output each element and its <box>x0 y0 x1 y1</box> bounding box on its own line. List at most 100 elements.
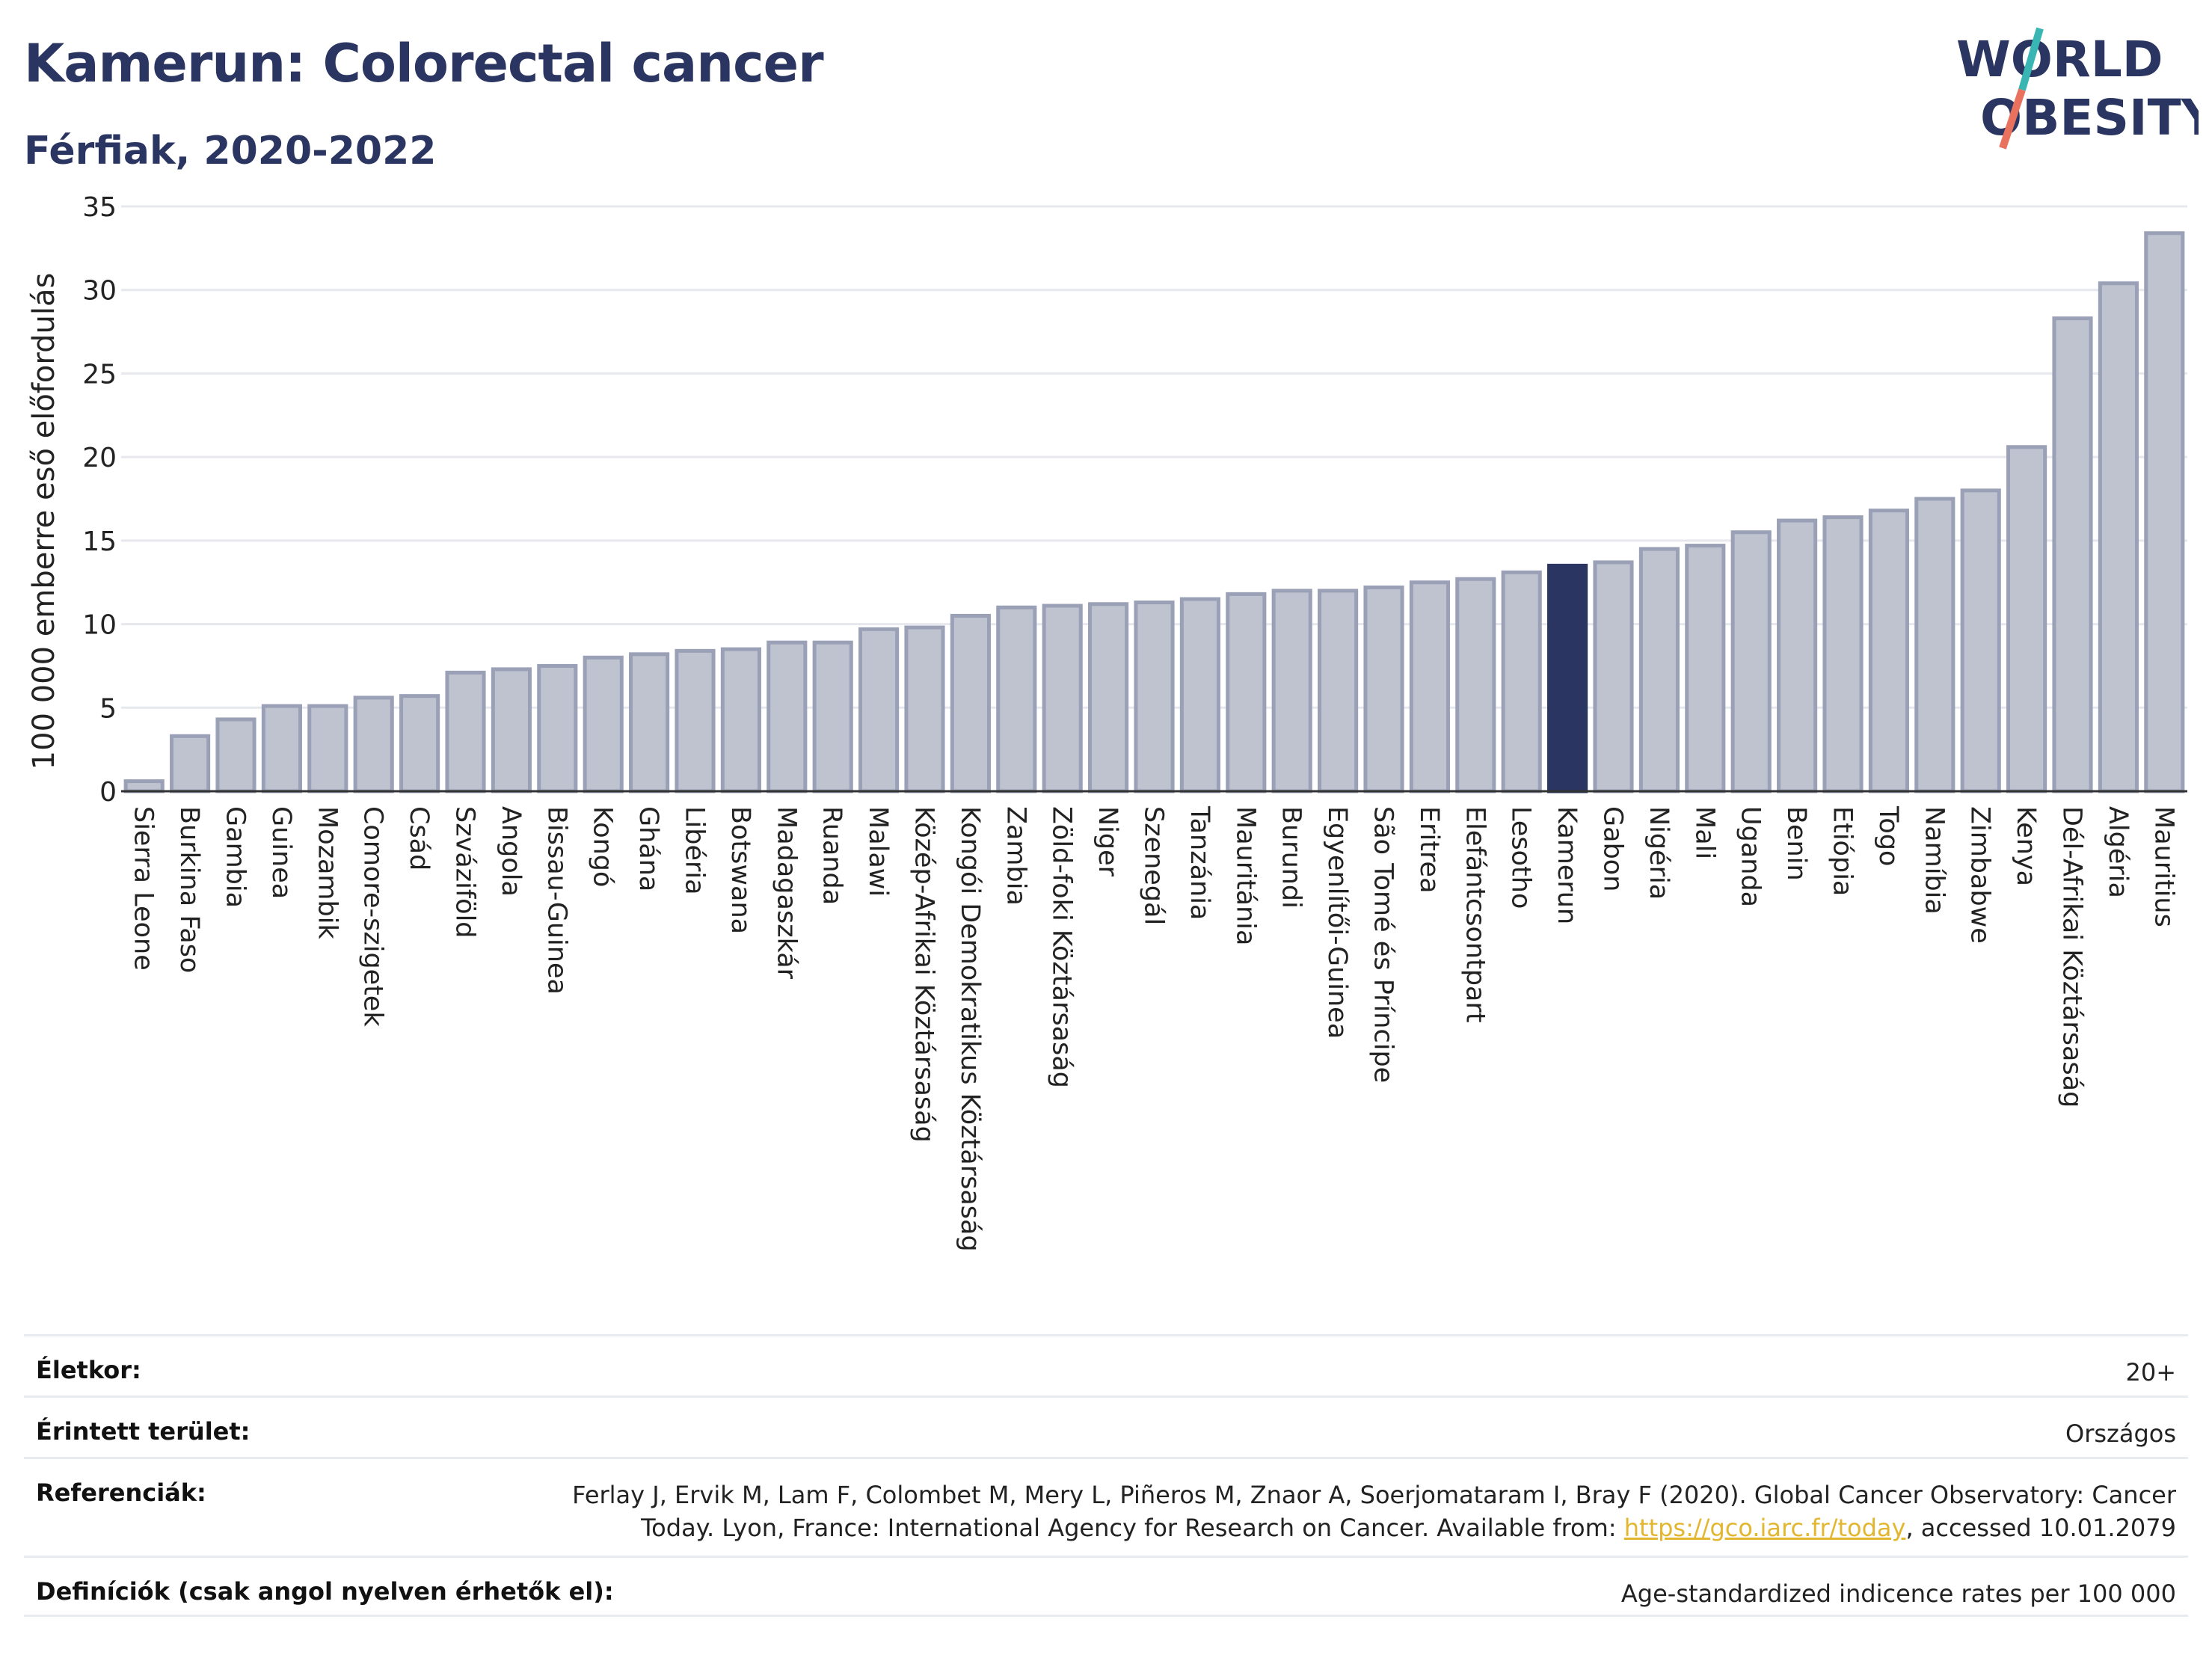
bar-Kenya <box>2006 445 2047 793</box>
logo-slash-coral <box>1999 88 2026 150</box>
x-tick-label: Togo <box>1873 805 1903 866</box>
bar-Közép-Afrikai Köztársaság <box>904 625 945 793</box>
x-tick-label: Sierra Leone <box>129 806 159 971</box>
bar-Szenegál <box>1134 601 1175 793</box>
bar-Csád <box>399 694 440 793</box>
references-label: Referenciák: <box>36 1479 206 1507</box>
bar-Sierra Leone <box>123 779 165 793</box>
x-tick-label: Csád <box>404 806 434 871</box>
age-label: Életkor: <box>36 1356 141 1384</box>
x-tick-label: Tanzánia <box>1185 805 1214 920</box>
x-tick-label: Szenegál <box>1139 806 1169 925</box>
bar-Mali <box>1685 544 1726 793</box>
y-tick-label: 25 <box>82 359 117 390</box>
reference-line-2: Today. Lyon, France: International Agenc… <box>641 1514 1624 1542</box>
x-tick-label: Zimbabwe <box>1965 806 1995 944</box>
area-label: Érintett terület: <box>36 1417 251 1446</box>
age-value: 20+ <box>2125 1358 2176 1387</box>
y-tick-label: 0 <box>99 777 117 808</box>
area-value: Országos <box>2065 1419 2176 1448</box>
bar-Guinea <box>261 704 302 793</box>
reference-link[interactable]: https://gco.iarc.fr/today <box>1623 1514 1906 1542</box>
bar-Mauritánia <box>1226 592 1267 793</box>
bar-Uganda <box>1730 530 1772 793</box>
bar-Libéria <box>675 648 716 793</box>
x-tick-label: Botswana <box>725 806 755 934</box>
bar-Mozambik <box>307 704 348 793</box>
bar-Malawi <box>858 627 900 793</box>
bar-Tanzánia <box>1179 597 1220 793</box>
bar-Togo <box>1868 509 1909 793</box>
x-tick-label: Gambia <box>221 806 251 908</box>
x-tick-label: Burundi <box>1276 806 1306 909</box>
x-tick-label: Közép-Afrikai Köztársaság <box>909 806 939 1143</box>
x-tick-label: Comore-szigetek <box>358 806 388 1027</box>
x-tick-label: Zambia <box>1001 806 1030 906</box>
bar-Madagaszkár <box>766 640 808 793</box>
x-tick-label: Nigéria <box>1644 806 1674 900</box>
bar-Elefántcsontpart <box>1455 577 1496 793</box>
x-tick-label: Ghána <box>633 806 663 891</box>
bar-Nigéria <box>1638 547 1680 793</box>
y-tick-label: 35 <box>82 192 117 223</box>
y-tick-label: 15 <box>82 526 117 557</box>
bar-Ruanda <box>812 640 853 793</box>
y-tick-label: 30 <box>82 276 117 307</box>
bar-São Tomé és Príncipe <box>1363 585 1404 793</box>
bar-Burkina Faso <box>170 734 211 793</box>
bar-Zimbabwe <box>1960 488 2001 793</box>
bar-Etiópia <box>1822 515 1864 793</box>
bar-Gabon <box>1593 560 1634 793</box>
bar-Dél-Afrikai Köztársaság <box>2052 316 2093 793</box>
bar-Botswana <box>720 647 761 793</box>
y-axis-label: 100 000 emberre eső előfordulás <box>27 273 61 770</box>
bar-Lesotho <box>1501 570 1542 793</box>
page-subtitle: Férfiak, 2020-2022 <box>24 129 437 174</box>
x-tick-label: Szváziföld <box>450 806 480 939</box>
info-table: Életkor: 20+ Érintett terület: Országos … <box>24 1334 2188 1617</box>
x-tick-label: Kongó <box>588 806 618 887</box>
bars <box>123 231 2185 793</box>
y-tick-label: 10 <box>82 610 117 641</box>
x-tick-label: Dél-Afrikai Köztársaság <box>2057 806 2087 1108</box>
info-row-definitions: Definíciók (csak angol nyelven érhetők e… <box>24 1556 2188 1617</box>
x-tick-label: Mozambik <box>312 806 342 939</box>
bar-Namíbia <box>1914 497 1956 793</box>
y-tick-label: 5 <box>99 693 117 724</box>
page-title: Kamerun: Colorectal cancer <box>24 33 824 94</box>
bar-Burundi <box>1271 589 1312 793</box>
bar-Kamerun <box>1547 563 1588 793</box>
x-tick-label: Mauritius <box>2148 806 2178 927</box>
y-tick-label: 20 <box>82 443 117 473</box>
world-obesity-logo: WORLD OBESITY <box>1956 27 2199 150</box>
bar-Mauritius <box>2144 231 2185 793</box>
x-tick-label: Elefántcsontpart <box>1460 806 1490 1023</box>
bar-Algéria <box>2098 281 2139 793</box>
bar-Comore-szigetek <box>353 696 394 793</box>
x-tick-label: Etiópia <box>1828 806 1858 896</box>
reference-line-1: Ferlay J, Ervik M, Lam F, Colombet M, Me… <box>572 1481 2176 1509</box>
bar-Angola <box>491 667 532 793</box>
x-tick-label: Lesotho <box>1506 806 1536 909</box>
x-tick-label: Libéria <box>680 806 710 895</box>
logo-slash-teal <box>2018 27 2044 91</box>
x-tick-label: Algéria <box>2103 806 2133 898</box>
x-axis-labels: Sierra Leone Burkina Faso Gambia Guinea Moza… <box>129 805 2179 1252</box>
bar-Egyenlítői-Guinea <box>1318 589 1359 793</box>
x-tick-label: São Tomé és Príncipe <box>1368 806 1398 1083</box>
definitions-label: Definíciók (csak angol nyelven érhetők e… <box>36 1577 614 1606</box>
bar-Kongó <box>583 655 624 793</box>
bar-Gambia <box>215 717 256 793</box>
x-tick-label: Mauritánia <box>1230 806 1260 945</box>
bar-Szváziföld <box>445 670 486 793</box>
x-tick-label: Niger <box>1093 806 1122 877</box>
x-tick-label: Malawi <box>863 806 893 897</box>
bar-Eritrea <box>1409 580 1450 793</box>
x-tick-label: Madagaszkár <box>771 806 801 980</box>
y-axis-ticks: 0 5 10 15 20 25 30 35 <box>82 192 117 808</box>
x-tick-label: Burkina Faso <box>174 806 204 973</box>
reference-accessed: , accessed 10.01.2079 <box>1905 1514 2176 1542</box>
x-tick-label: Kamerun <box>1552 806 1582 924</box>
bar-Kongói Demokratikus Köztársaság <box>950 613 991 793</box>
x-tick-label: Uganda <box>1736 806 1766 907</box>
